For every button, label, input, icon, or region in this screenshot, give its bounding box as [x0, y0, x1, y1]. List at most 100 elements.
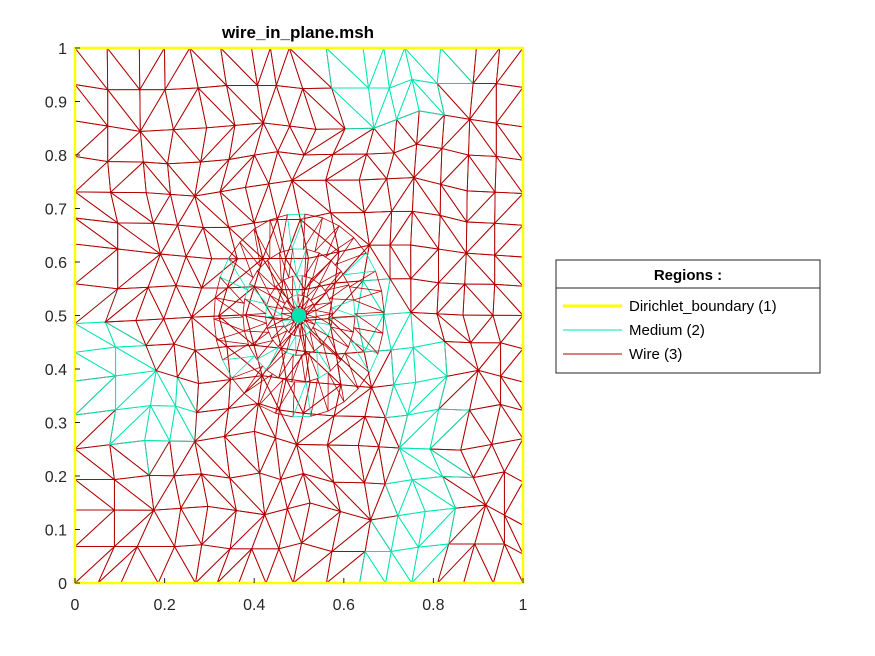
mesh-element [73, 321, 117, 349]
mesh-element [302, 321, 312, 336]
mesh-element [265, 305, 283, 318]
mesh-element [349, 340, 379, 374]
mesh-element [169, 404, 196, 442]
mesh-element [469, 314, 502, 344]
mesh-element [494, 191, 525, 225]
mesh-element [106, 89, 141, 133]
mesh-element [436, 312, 472, 344]
dirichlet-boundary [73, 46, 525, 585]
mesh-element [468, 369, 502, 411]
mesh-element [200, 509, 237, 550]
mesh-element [274, 380, 295, 418]
mesh-element [281, 257, 306, 291]
mesh-element [190, 315, 228, 348]
mesh-element [227, 222, 264, 260]
mesh-element [472, 46, 501, 85]
mesh-element [152, 222, 179, 256]
mesh-element [322, 342, 342, 372]
mesh-element [223, 402, 260, 438]
mesh-element [388, 78, 413, 122]
mesh-element [276, 178, 301, 220]
mesh-element [412, 340, 448, 378]
mesh-element [163, 284, 193, 320]
mesh-element [428, 447, 475, 479]
mesh-element [492, 542, 524, 584]
mesh-element [73, 479, 115, 512]
mesh-element [495, 47, 524, 86]
mesh-element [439, 153, 469, 192]
wire-region [291, 308, 307, 323]
mesh-element [269, 285, 286, 305]
mesh-element [410, 78, 446, 117]
mesh-element [499, 347, 524, 383]
mesh-element [283, 275, 294, 297]
mesh-element [326, 443, 366, 484]
mesh-element [73, 346, 117, 377]
mesh-element [219, 154, 256, 193]
mesh-element [417, 506, 457, 548]
mesh-element [257, 402, 280, 440]
mesh-element [288, 125, 317, 156]
mesh-element [73, 217, 119, 250]
mesh-element [256, 259, 276, 289]
mesh-element [231, 365, 264, 394]
mesh-element [325, 46, 370, 89]
mesh-element [242, 314, 268, 332]
mesh-element [214, 276, 246, 304]
y-tick-label: 0.1 [45, 523, 67, 540]
mesh-element [152, 193, 179, 226]
mesh-element [213, 318, 246, 341]
mesh-element [114, 345, 158, 372]
mesh-element [194, 544, 232, 585]
mesh-element [245, 314, 275, 347]
mesh-element [334, 237, 367, 266]
mesh-element [249, 269, 272, 297]
mesh-element [363, 349, 392, 389]
mesh-element [325, 551, 367, 585]
mesh-element [275, 84, 304, 128]
mesh-element [109, 191, 155, 224]
mesh-element [352, 327, 384, 355]
mesh-element [216, 548, 253, 584]
mesh-element [73, 160, 112, 193]
mesh-element [97, 546, 139, 584]
y-tick-label: 0.7 [45, 202, 67, 219]
mesh-element [443, 340, 480, 372]
mesh-element [276, 218, 301, 261]
mesh-element [469, 83, 498, 121]
mesh-element [259, 472, 282, 517]
mesh-element [305, 309, 317, 319]
mesh-element [200, 257, 239, 289]
mesh-element [292, 381, 312, 418]
mesh-element [195, 378, 231, 414]
mesh-element [264, 508, 288, 551]
mesh-element [413, 143, 443, 179]
mesh-element [304, 334, 315, 356]
mesh-element [276, 151, 305, 182]
mesh-element [258, 436, 282, 481]
mesh-element [258, 378, 284, 414]
mesh-element [136, 546, 176, 584]
mesh-element [223, 435, 261, 479]
mesh-element [251, 513, 280, 550]
mesh-element [328, 317, 366, 355]
mesh-element [438, 248, 468, 284]
mesh-element [74, 546, 116, 585]
mesh-element [139, 89, 166, 134]
mesh-element [436, 83, 474, 121]
legend-label: Wire (3) [629, 346, 682, 363]
x-tick-label: 0 [71, 597, 80, 614]
mesh-element [473, 543, 505, 585]
mesh-element [239, 228, 262, 269]
mesh-element [228, 472, 266, 516]
mesh-element [225, 85, 264, 125]
mesh-element [147, 285, 177, 321]
mesh-element [288, 322, 297, 337]
mesh-element [484, 503, 505, 545]
mesh-layer [73, 46, 525, 585]
mesh-element [266, 350, 287, 379]
mesh-element [413, 147, 443, 185]
mesh-element [73, 444, 115, 481]
mesh-element [280, 473, 305, 511]
